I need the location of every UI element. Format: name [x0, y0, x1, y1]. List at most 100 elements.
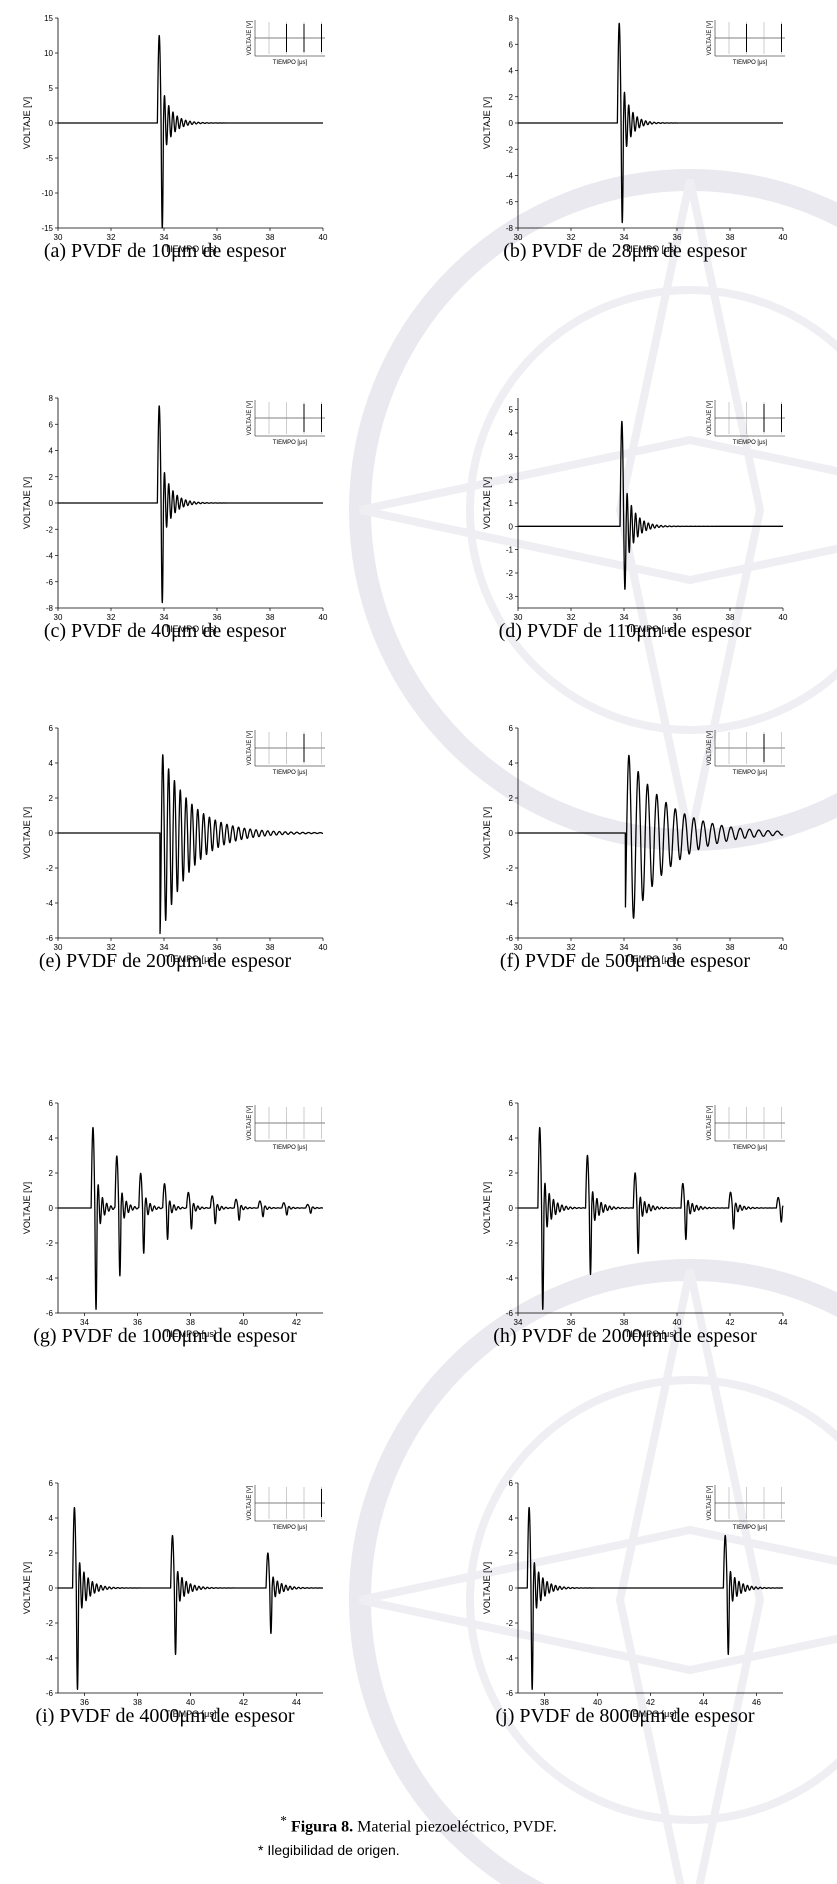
inset-chart: TIEMPO [μs] VOLTAJE [V]	[247, 730, 325, 776]
x-tick-label: 40	[673, 1318, 682, 1327]
y-tick-label: -2	[506, 1239, 514, 1248]
x-tick-label: 40	[239, 1318, 248, 1327]
line-chart: 30 32 34 36 38 40 -8 -6 -4 -2 0 2 4 6 8 TIEMPO [μs] VOLT…	[22, 394, 328, 634]
x-tick-label: 34	[80, 1318, 89, 1327]
y-tick-label: 4	[509, 67, 514, 76]
y-tick-label: 2	[49, 1169, 54, 1178]
y-tick-label: 2	[49, 794, 54, 803]
inset-x-label: TIEMPO [μs]	[273, 440, 308, 446]
y-tick-label: 2	[509, 1169, 514, 1178]
inset-y-label: VOLTAJE [V]	[707, 1485, 713, 1520]
inset-x-label: TIEMPO [μs]	[273, 770, 308, 776]
y-tick-label: 5	[509, 406, 514, 415]
inset-y-label: VOLTAJE [V]	[247, 730, 253, 765]
series-line	[57, 754, 324, 935]
panel-caption: (a) PVDF de 10μm de espesor	[43, 240, 287, 262]
y-tick-label: -6	[506, 934, 514, 943]
panel-caption: (e) PVDF de 200μm de espesor	[38, 950, 292, 972]
x-tick-label: 44	[779, 1318, 788, 1327]
inset-y-label: VOLTAJE [V]	[247, 400, 253, 435]
figure-caption: * Figura 8. Material piezoeléctrico, PVD…	[0, 1813, 837, 1836]
y-tick-label: 0	[509, 1204, 514, 1213]
inset-chart: TIEMPO [μs] VOLTAJE [V]	[707, 730, 785, 776]
y-axis-label: VOLTAJE [V]	[482, 1562, 492, 1614]
y-tick-label: 6	[509, 40, 514, 49]
axes-frame	[517, 398, 783, 609]
y-tick-label: 4	[49, 1514, 54, 1523]
chart-panel: 36 38 40 42 44 -6 -4 -2 0 2 4 6 TIEMPO [μs] VOLTAJE […	[0, 1465, 325, 1735]
x-tick-label: 42	[646, 1698, 655, 1707]
inset-frame	[254, 730, 325, 767]
series-line	[517, 420, 784, 590]
inset-chart: TIEMPO [μs] VOLTAJE [V]	[707, 1105, 785, 1151]
inset-chart: TIEMPO [μs] VOLTAJE [V]	[247, 1105, 325, 1151]
x-tick-label: 38	[133, 1698, 142, 1707]
y-tick-label: -4	[506, 1274, 514, 1283]
y-tick-label: 6	[49, 1099, 54, 1108]
y-axis-label: VOLTAJE [V]	[482, 97, 492, 149]
inset-x-label: TIEMPO [μs]	[733, 1525, 768, 1531]
inset-x-label: TIEMPO [μs]	[733, 770, 768, 776]
chart-panel: 34 36 38 40 42 -6 -4 -2 0 2 4 6 TIEMPO [μs] VOLTAJE […	[0, 1085, 325, 1355]
y-tick-label: 2	[509, 794, 514, 803]
series-line	[57, 405, 324, 604]
y-tick-label: 15	[44, 14, 53, 23]
series-line	[57, 34, 324, 229]
y-tick-label: 4	[49, 1134, 54, 1143]
series-line	[57, 1126, 324, 1311]
y-axis-label: VOLTAJE [V]	[482, 477, 492, 529]
inset-y-label: VOLTAJE [V]	[707, 400, 713, 435]
y-tick-label: 0	[49, 499, 54, 508]
y-tick-label: 4	[49, 447, 54, 456]
y-tick-label: 6	[49, 724, 54, 733]
y-tick-label: -2	[506, 145, 514, 154]
panel-caption: (d) PVDF de 110μm de espesor	[498, 620, 752, 642]
x-tick-label: 44	[292, 1698, 301, 1707]
y-tick-label: 2	[509, 1549, 514, 1558]
y-tick-label: -5	[46, 154, 54, 163]
panel-caption: (i) PVDF de 4000μm de espesor	[35, 1705, 295, 1727]
y-tick-label: -2	[46, 525, 54, 534]
x-tick-label: 40	[186, 1698, 195, 1707]
y-tick-label: -4	[506, 1654, 514, 1663]
panel-caption: (f) PVDF de 500μm de espesor	[499, 950, 751, 972]
x-axis-label: TIEMPO [μs]	[165, 954, 217, 964]
x-tick-label: 34	[160, 613, 169, 622]
x-tick-label: 30	[54, 613, 63, 622]
y-tick-label: -2	[46, 864, 54, 873]
y-tick-label: -8	[46, 604, 54, 613]
x-tick-label: 32	[567, 233, 576, 242]
chart-panel: 30 32 34 36 38 40 -15 -10 -5 0 5 10 15 TIEMPO [μs] VOL…	[0, 0, 328, 270]
line-chart: 30 32 34 36 38 40 -6 -4 -2 0 2 4 6 TIEMPO [μs] VOLTAJE…	[22, 724, 328, 964]
y-tick-label: -6	[46, 934, 54, 943]
chart-panel: 30 32 34 36 38 40 -6 -4 -2 0 2 4 6 TIEMPO [μs] VOLTAJE…	[460, 710, 788, 980]
inset-chart: TIEMPO [μs] VOLTAJE [V]	[247, 400, 325, 446]
y-tick-label: 4	[509, 759, 514, 768]
y-tick-label: 6	[509, 1099, 514, 1108]
y-tick-label: 4	[509, 1514, 514, 1523]
inset-frame	[714, 400, 785, 437]
inset-frame	[714, 730, 785, 767]
x-tick-label: 34	[620, 613, 629, 622]
x-tick-label: 36	[213, 233, 222, 242]
y-tick-label: -2	[506, 1619, 514, 1628]
inset-frame	[254, 400, 325, 437]
y-tick-label: 10	[44, 49, 53, 58]
y-axis-label: VOLTAJE [V]	[22, 477, 32, 529]
line-chart: 34 36 38 40 42 44 -6 -4 -2 0 2 4 6 TIEMPO [μs] VOLTAJE…	[482, 1099, 788, 1339]
inset-y-label: VOLTAJE [V]	[247, 1105, 253, 1140]
x-tick-label: 36	[567, 1318, 576, 1327]
y-tick-label: -6	[46, 1309, 54, 1318]
chart-panel: 30 32 34 36 38 40 -8 -6 -4 -2 0 2 4 6 8 TIEMPO [μs] VOLT…	[460, 0, 788, 270]
y-tick-label: 6	[509, 724, 514, 733]
x-tick-label: 42	[726, 1318, 735, 1327]
chart-panel: 30 32 34 36 38 40 -8 -6 -4 -2 0 2 4 6 8 TIEMPO [μs] VOLT…	[0, 380, 328, 650]
y-tick-label: -6	[46, 578, 54, 587]
x-tick-label: 44	[699, 1698, 708, 1707]
y-tick-label: 4	[49, 759, 54, 768]
y-tick-label: -15	[41, 224, 53, 233]
y-axis-label: VOLTAJE [V]	[482, 807, 492, 859]
inset-frame	[254, 20, 325, 57]
series-line	[517, 1506, 784, 1691]
